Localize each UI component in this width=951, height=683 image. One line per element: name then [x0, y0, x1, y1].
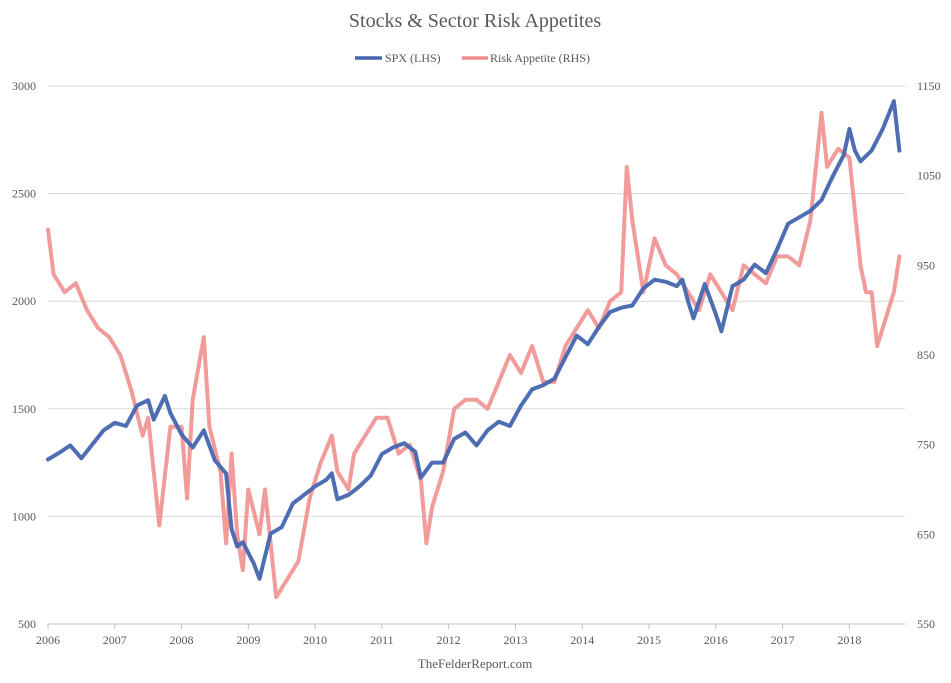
x-tick-label: 2006 [36, 633, 60, 647]
legend-label-risk-appetite: Risk Appetite (RHS) [490, 51, 590, 65]
left-tick-label: 1500 [12, 402, 36, 416]
left-tick-label: 500 [18, 617, 36, 631]
x-tick-label: 2009 [236, 633, 260, 647]
right-tick-label: 950 [917, 258, 935, 272]
left-y-axis: 500 1000 1500 2000 2500 3000 [12, 79, 36, 631]
x-tick-label: 2018 [837, 633, 861, 647]
right-tick-label: 850 [917, 348, 935, 362]
legend: SPX (LHS) Risk Appetite (RHS) [355, 51, 590, 65]
series-line-risk-appetite [46, 110, 902, 600]
left-tick-label: 1000 [12, 509, 36, 523]
x-tick-label: 2011 [370, 633, 394, 647]
x-tick-label: 2012 [437, 633, 461, 647]
x-tick-label: 2007 [103, 633, 127, 647]
x-tick-label: 2015 [637, 633, 661, 647]
right-y-axis: 550 650 750 850 950 1050 1150 [917, 79, 941, 631]
series-line-spx [46, 99, 902, 581]
x-tick-label: 2016 [704, 633, 728, 647]
chart-title: Stocks & Sector Risk Appetites [349, 10, 601, 32]
right-tick-label: 550 [917, 617, 935, 631]
right-tick-label: 650 [917, 527, 935, 541]
legend-label-spx: SPX (LHS) [385, 51, 441, 65]
x-tick-label: 2014 [570, 633, 594, 647]
x-tick-label: 2008 [170, 633, 194, 647]
source-note: TheFelderReport.com [418, 656, 532, 671]
x-axis: 2006 2007 2008 2009 2010 2011 2012 2013 2014 2015… [36, 623, 905, 647]
right-tick-label: 1050 [917, 169, 941, 183]
x-tick-label: 2013 [503, 633, 527, 647]
right-tick-label: 1150 [917, 79, 941, 93]
left-tick-label: 2000 [12, 294, 36, 308]
right-tick-label: 750 [917, 438, 935, 452]
left-tick-label: 2500 [12, 187, 36, 201]
plot-area [46, 99, 902, 600]
x-tick-label: 2010 [303, 633, 327, 647]
gridlines [48, 85, 905, 625]
x-tick-label: 2017 [771, 633, 795, 647]
left-tick-label: 3000 [12, 79, 36, 93]
